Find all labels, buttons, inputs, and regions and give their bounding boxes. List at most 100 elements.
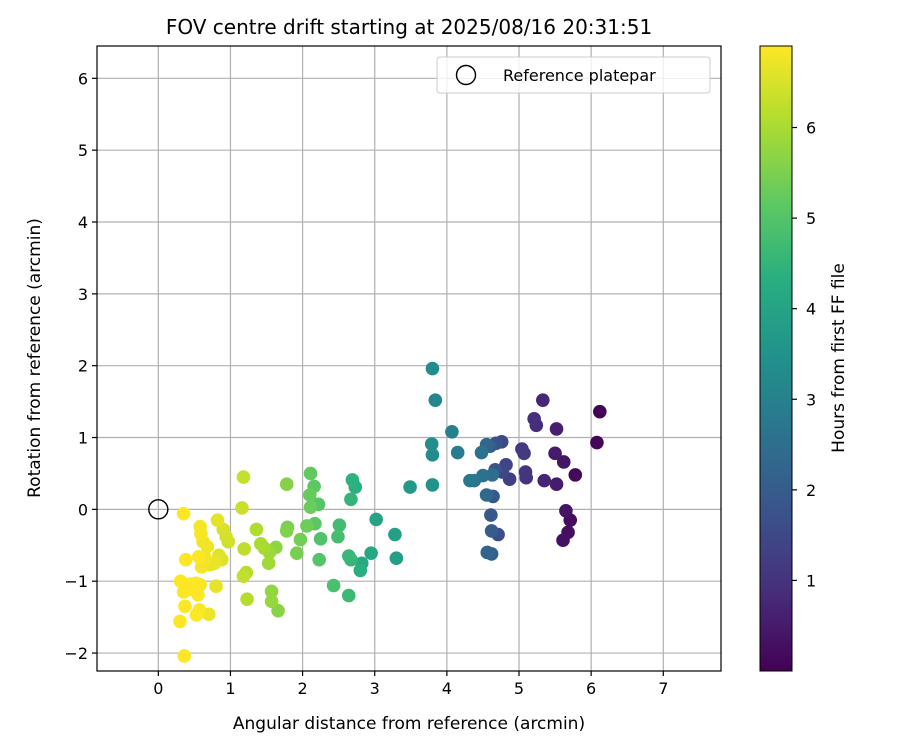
data-point	[236, 569, 251, 583]
data-point	[403, 480, 417, 494]
data-point	[178, 552, 193, 567]
data-point	[548, 446, 562, 461]
y-tick-label: 0	[78, 500, 88, 519]
data-point	[369, 512, 383, 527]
x-tick-label: 4	[442, 679, 452, 698]
data-point	[326, 578, 341, 593]
data-point	[332, 518, 347, 532]
data-point	[312, 552, 326, 567]
data-point	[593, 404, 607, 419]
data-point	[445, 424, 459, 439]
colorbar-tick-label: 4	[806, 300, 816, 319]
data-point	[345, 473, 360, 487]
colorbar-tick-label: 1	[806, 571, 816, 590]
x-tick-label: 2	[298, 679, 308, 698]
data-point	[303, 466, 318, 481]
colorbar-tick-label: 5	[806, 209, 816, 228]
data-point	[173, 574, 188, 589]
data-point	[556, 455, 571, 469]
data-point	[515, 442, 529, 456]
data-point	[249, 522, 264, 537]
data-point	[388, 527, 402, 542]
data-point	[236, 470, 251, 484]
data-point	[549, 477, 564, 492]
legend-marker	[455, 64, 477, 86]
y-tick-label: 5	[78, 141, 88, 160]
data-point	[389, 551, 404, 566]
data-point	[556, 533, 570, 548]
data-point	[424, 437, 439, 451]
data-point	[300, 519, 314, 533]
x-tick-label: 7	[658, 679, 668, 698]
data-point	[353, 563, 368, 578]
colorbar-ticks: 1 2 3 4 5 6	[792, 119, 816, 590]
colorbar-tick-label: 2	[806, 481, 816, 500]
data-point	[235, 501, 249, 515]
data-point	[568, 468, 583, 482]
data-point	[279, 524, 294, 538]
data-point	[261, 556, 276, 571]
data-point	[428, 393, 443, 407]
data-point	[264, 584, 279, 599]
data-point	[240, 592, 254, 606]
data-point	[210, 513, 225, 527]
y-tick-label: 6	[78, 69, 88, 88]
data-point	[177, 649, 192, 663]
data-point	[176, 506, 191, 521]
data-point	[341, 588, 356, 603]
colorbar-label: Hours from first FF file	[829, 263, 849, 453]
grid	[97, 46, 721, 671]
data-point	[484, 524, 499, 538]
data-point	[279, 477, 294, 492]
data-point	[480, 545, 495, 560]
data-point	[425, 361, 440, 376]
x-tick-label: 0	[153, 679, 163, 698]
data-point	[313, 532, 328, 546]
data-point	[474, 445, 489, 460]
reference-marker	[148, 499, 169, 520]
data-point	[331, 529, 345, 544]
data-point	[450, 445, 465, 460]
data-point	[253, 537, 268, 551]
y-axis-ticks: −2 −1 0 1 2 3 4 5 6	[64, 69, 97, 663]
data-point	[479, 488, 494, 502]
y-tick-label: 4	[78, 213, 88, 232]
data-point	[484, 508, 498, 522]
chart-title: FOV centre drift starting at 2025/08/16 …	[166, 15, 652, 39]
data-point	[178, 599, 192, 614]
data-point	[303, 488, 317, 502]
data-point	[527, 412, 541, 426]
y-tick-label: 2	[78, 357, 88, 376]
y-tick-label: −1	[64, 572, 88, 591]
data-point	[341, 549, 356, 563]
data-point	[364, 546, 378, 560]
y-axis-title: Rotation from reference (arcmin)	[25, 218, 45, 498]
data-point	[590, 435, 604, 450]
data-point	[189, 608, 204, 622]
data-point	[425, 447, 440, 462]
colorbar-tick-label: 3	[806, 390, 816, 409]
data-point	[290, 546, 304, 560]
x-axis-ticks: 0 1 2 3 4 5 6 7	[153, 671, 668, 698]
data-point	[425, 478, 440, 492]
data-point	[293, 532, 308, 547]
legend-label: Reference platepar	[503, 66, 656, 85]
data-point	[237, 542, 251, 556]
colorbar: 1 2 3 4 5 6 Hours from first FF file	[759, 45, 849, 672]
data-point	[264, 594, 279, 609]
data-point	[209, 579, 223, 594]
data-point	[193, 519, 207, 534]
data-point	[176, 585, 191, 599]
data-point	[549, 422, 564, 436]
y-tick-label: −2	[64, 644, 88, 663]
x-tick-label: 3	[370, 679, 380, 698]
colorbar-tick-label: 6	[806, 119, 816, 138]
x-tick-label: 6	[586, 679, 596, 698]
data-point	[518, 465, 533, 479]
colorbar-gradient	[759, 45, 793, 672]
y-tick-label: 1	[78, 429, 88, 448]
y-tick-label: 3	[78, 285, 88, 304]
data-point	[191, 549, 206, 564]
x-axis-title: Angular distance from reference (arcmin)	[233, 714, 585, 734]
